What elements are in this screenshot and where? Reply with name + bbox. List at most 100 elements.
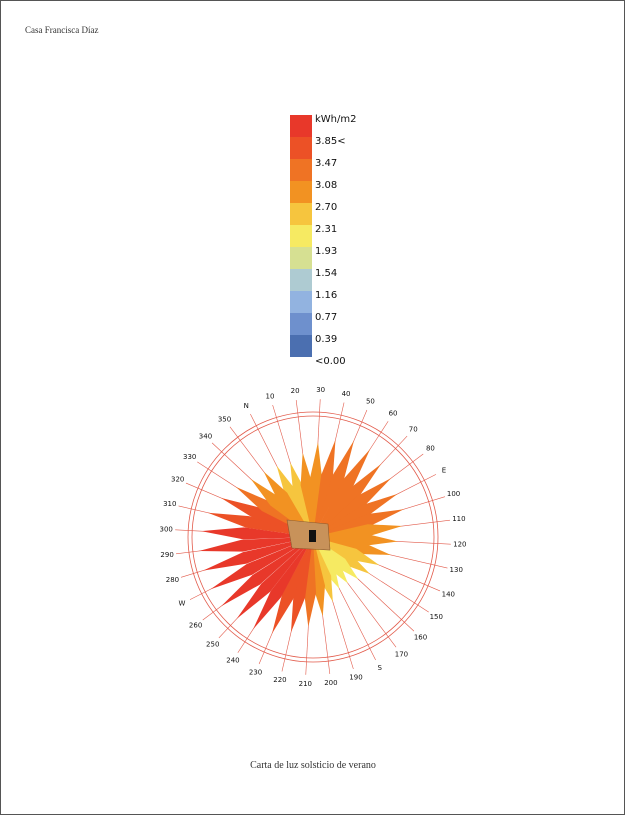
petal xyxy=(313,533,398,546)
direction-label: 300 xyxy=(160,525,173,533)
direction-label: 290 xyxy=(160,551,173,559)
petal xyxy=(313,537,391,555)
petal xyxy=(313,478,392,537)
petal xyxy=(271,537,313,634)
direction-label: 320 xyxy=(171,476,184,484)
direction-label: 210 xyxy=(299,680,312,688)
legend: kWh/m2 3.85< 3.47 3.08 2.70 2.31 1.93 1.54 1.16 0… xyxy=(290,114,357,367)
direction-label: S xyxy=(378,664,383,672)
direction-label: 20 xyxy=(291,387,300,395)
legend-swatch xyxy=(290,335,312,357)
inner-ring xyxy=(191,415,435,659)
direction-label: 280 xyxy=(166,576,179,584)
legend-label: 3.08 xyxy=(315,180,337,191)
direction-label: 110 xyxy=(452,515,465,523)
direction-label: 10 xyxy=(266,392,275,400)
petal xyxy=(304,537,317,627)
petal xyxy=(236,537,313,619)
petal xyxy=(207,512,313,537)
direction-label: 330 xyxy=(183,453,196,461)
legend-swatch xyxy=(290,291,312,313)
petal xyxy=(221,537,313,607)
petal xyxy=(290,537,313,633)
legend-swatch xyxy=(290,225,312,247)
legend-label: 2.70 xyxy=(315,202,337,213)
legend-swatch xyxy=(290,203,312,225)
legend-label: 1.93 xyxy=(315,246,337,257)
legend-label: 3.85< xyxy=(315,136,346,147)
direction-label: 200 xyxy=(324,679,337,687)
petal xyxy=(313,448,371,537)
legend-label: 2.31 xyxy=(315,224,337,235)
direction-label: 160 xyxy=(414,633,427,641)
direction-label: 140 xyxy=(442,590,455,598)
building-core xyxy=(309,530,316,542)
direction-label: 310 xyxy=(163,500,176,508)
petal xyxy=(276,465,313,537)
petal xyxy=(290,462,313,537)
petal xyxy=(313,509,404,537)
direction-label: 260 xyxy=(189,621,202,629)
petal xyxy=(313,463,382,537)
petal xyxy=(313,537,325,617)
direction-label: N xyxy=(244,402,249,410)
building xyxy=(286,519,331,551)
petal xyxy=(201,527,313,540)
direction-label: 340 xyxy=(199,433,212,441)
direction-label: 150 xyxy=(430,613,443,621)
direction-label: 120 xyxy=(453,541,466,549)
direction-label: 60 xyxy=(389,410,398,418)
legend-swatch xyxy=(290,115,312,137)
direction-label: 70 xyxy=(409,425,418,433)
legend-swatch xyxy=(290,159,312,181)
direction-label: 30 xyxy=(316,386,325,394)
direction-label: 190 xyxy=(349,674,362,682)
petal xyxy=(313,440,355,537)
outer-ring xyxy=(187,411,439,663)
legend-swatch xyxy=(290,313,312,335)
direction-label: 80 xyxy=(426,445,435,453)
legend-swatch xyxy=(290,247,312,269)
petal xyxy=(210,537,313,590)
doc-title: Casa Francisca Díaz xyxy=(25,25,98,35)
petal xyxy=(313,439,336,537)
direction-label: 220 xyxy=(273,676,286,684)
direction-label: 350 xyxy=(218,416,231,424)
direction-label: 100 xyxy=(447,490,460,498)
direction-label: 50 xyxy=(366,398,375,406)
legend-label: kWh/m2 xyxy=(315,114,357,125)
petal xyxy=(313,524,403,537)
direction-label: 170 xyxy=(395,650,408,658)
direction-label: E xyxy=(442,466,446,474)
petal xyxy=(300,452,313,537)
direction-label: 130 xyxy=(450,566,463,574)
legend-label: 0.77 xyxy=(315,312,337,323)
legend-label: 1.16 xyxy=(315,290,337,301)
petal xyxy=(310,442,323,537)
petal xyxy=(203,537,313,571)
petal xyxy=(253,537,313,630)
legend-label: 3.47 xyxy=(315,158,337,169)
legend-swatch xyxy=(290,181,312,203)
legend-swatch xyxy=(290,137,312,159)
legend-label: 1.54 xyxy=(315,268,337,279)
direction-label: 240 xyxy=(226,656,239,664)
caption: Carta de luz solsticio de verano xyxy=(250,760,376,771)
direction-label: W xyxy=(179,600,186,608)
sun-rose: N 10 20 30 40 50 60 70 80 E 100 110 120 130 140 150 160 1… xyxy=(160,386,467,688)
direction-label: 40 xyxy=(342,390,351,398)
petal xyxy=(198,537,313,552)
legend-swatch xyxy=(290,269,312,291)
direction-label: 250 xyxy=(206,641,219,649)
petal xyxy=(263,471,313,537)
petals xyxy=(198,439,404,634)
petal xyxy=(313,537,340,589)
direction-label: 230 xyxy=(249,668,262,676)
petal xyxy=(313,493,398,537)
petal xyxy=(313,537,333,603)
legend-label: 0.39 xyxy=(315,334,337,345)
legend-label: <0.00 xyxy=(315,356,346,367)
